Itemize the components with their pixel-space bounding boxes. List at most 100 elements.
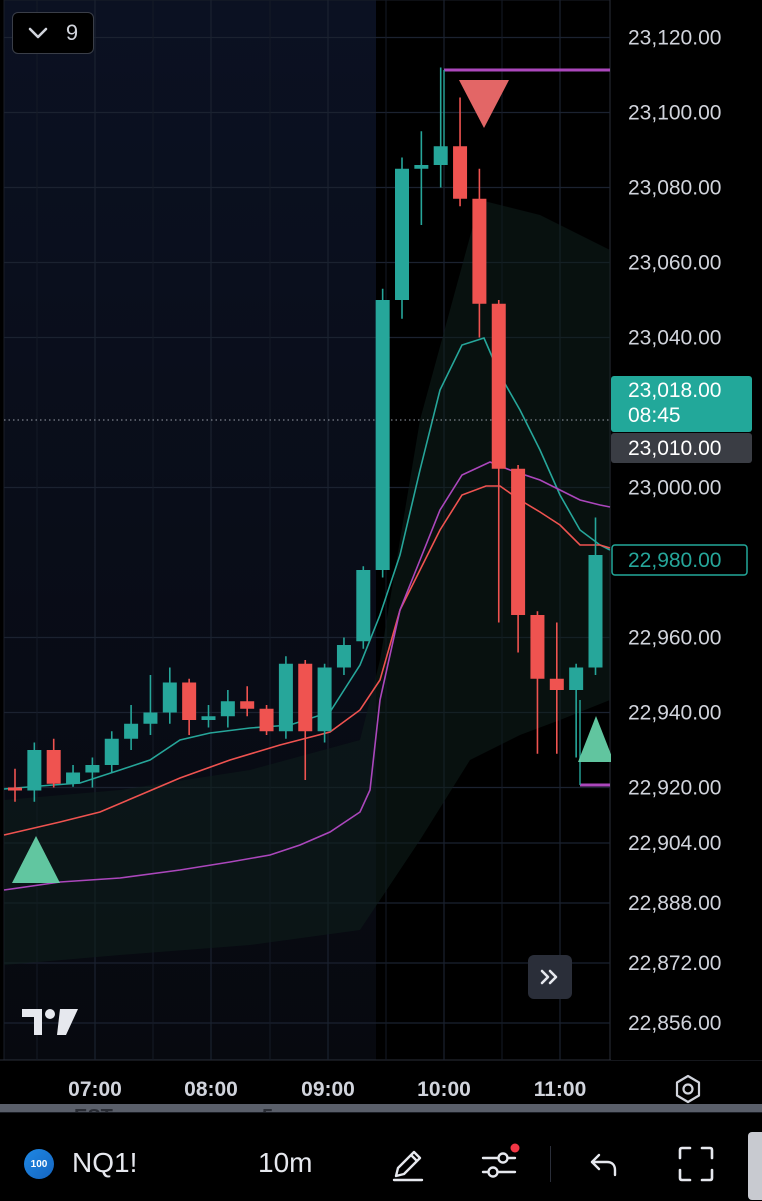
- buy-signal-triangle-icon: [578, 716, 614, 762]
- vwap-line: [3, 461, 611, 891]
- symbol-badge[interactable]: 100: [24, 1149, 54, 1179]
- ichimoku-cloud: [4, 200, 610, 965]
- candle-body: [66, 772, 81, 784]
- side-handle[interactable]: [748, 1132, 762, 1200]
- pen-icon: [392, 1150, 424, 1182]
- candle-body: [530, 615, 545, 679]
- candle[interactable]: [414, 131, 429, 225]
- toolbar-divider: [550, 1146, 551, 1182]
- candle[interactable]: [395, 157, 409, 319]
- drawing-tools-button[interactable]: [384, 1138, 432, 1190]
- candle[interactable]: [491, 300, 506, 623]
- price-axis-label: 22,856.00: [628, 1012, 721, 1035]
- candle[interactable]: [124, 705, 139, 750]
- candle[interactable]: [375, 288, 390, 578]
- candle-body: [27, 750, 42, 791]
- indicators-collapse-button[interactable]: 9: [12, 12, 94, 54]
- sell-signal-triangle-icon: [459, 80, 509, 128]
- time-axis-label: 07:00: [68, 1078, 122, 1101]
- indicators-settings-button[interactable]: [474, 1138, 524, 1190]
- candle-body: [491, 303, 506, 469]
- chart-bottom-bar: [0, 1104, 762, 1112]
- candle-body: [259, 708, 274, 732]
- price-axis-label: 22,872.00: [628, 952, 721, 975]
- candle[interactable]: [220, 690, 235, 728]
- candle-body: [240, 701, 255, 709]
- candle-body: [143, 712, 158, 724]
- fullscreen-icon: [678, 1146, 714, 1182]
- symbol-button[interactable]: NQ1!: [72, 1147, 138, 1178]
- candle[interactable]: [240, 686, 255, 717]
- candle[interactable]: [453, 97, 468, 207]
- candle-body: [124, 723, 139, 739]
- price-axis-label: 22,888.00: [628, 892, 721, 915]
- candle-body: [182, 682, 197, 720]
- candle[interactable]: [336, 637, 351, 676]
- candle[interactable]: [511, 465, 526, 653]
- double-chevron-right-icon: [540, 969, 558, 985]
- candle-body: [85, 765, 100, 773]
- time-axis-label: 08:00: [184, 1078, 238, 1101]
- price-axis-bg: [611, 0, 762, 1060]
- scroll-to-realtime-button[interactable]: [528, 955, 572, 999]
- indicator-price-text: 22,980.00: [628, 549, 721, 572]
- axis-settings-icon[interactable]: [672, 1073, 704, 1105]
- candle[interactable]: [182, 678, 197, 735]
- candle[interactable]: [259, 705, 274, 735]
- indicator-price-tag: [611, 544, 748, 576]
- price-axis-label: 23,040.00: [628, 327, 721, 350]
- interval-button[interactable]: 10m: [258, 1147, 313, 1178]
- candle-body: [298, 663, 313, 732]
- chart-canvas[interactable]: 23,120.00 23,100.00 23,080.00 23,060.00 23,0…: [0, 0, 762, 1112]
- candle[interactable]: [104, 731, 119, 773]
- candle[interactable]: [569, 663, 584, 758]
- candle-body: [511, 468, 526, 615]
- candle[interactable]: [46, 738, 61, 788]
- price-axis-label: 22,920.00: [628, 777, 721, 800]
- candle-body: [8, 787, 22, 791]
- candle[interactable]: [472, 168, 487, 338]
- price-axis-label: 22,960.00: [628, 627, 721, 650]
- candle[interactable]: [549, 622, 564, 754]
- price-axis-label: 23,100.00: [628, 102, 721, 125]
- candle[interactable]: [162, 667, 177, 724]
- candle-body: [46, 750, 61, 784]
- undo-icon: [590, 1153, 617, 1177]
- tradingview-logo-icon: [22, 1009, 78, 1035]
- fullscreen-button[interactable]: [672, 1140, 720, 1188]
- candle-body: [278, 663, 293, 732]
- candle[interactable]: [27, 742, 42, 802]
- candle[interactable]: [85, 757, 100, 788]
- candle[interactable]: [433, 67, 448, 188]
- candle-body: [433, 146, 448, 165]
- candle[interactable]: [66, 765, 81, 787]
- candle-body: [317, 667, 332, 732]
- candle[interactable]: [278, 656, 293, 739]
- candle[interactable]: [588, 517, 603, 676]
- candle-body: [549, 678, 564, 690]
- candle[interactable]: [8, 768, 22, 802]
- candle[interactable]: [530, 611, 545, 754]
- undo-button[interactable]: [582, 1140, 626, 1188]
- notification-dot-icon: [510, 1143, 520, 1153]
- candle-body: [162, 682, 177, 713]
- time-axis-label: 11:00: [534, 1078, 587, 1101]
- candle-body: [375, 300, 390, 570]
- crosshair-price-tag: [611, 433, 752, 463]
- candle[interactable]: [201, 705, 216, 728]
- candle-body: [356, 570, 371, 642]
- candle-body: [220, 701, 235, 717]
- candle-body: [414, 165, 429, 169]
- crosshair-price-text: 23,010.00: [628, 437, 721, 460]
- chevron-down-icon: [28, 27, 48, 39]
- candle[interactable]: [143, 675, 158, 735]
- ema-fast-line: [3, 337, 611, 790]
- price-axis-label: 23,080.00: [628, 177, 721, 200]
- chart-frame[interactable]: 23,120.00 23,100.00 23,080.00 23,060.00 23,0…: [0, 0, 762, 1112]
- candle[interactable]: [298, 660, 313, 780]
- candle[interactable]: [317, 663, 332, 743]
- candle[interactable]: [356, 566, 371, 649]
- candle-body: [395, 168, 409, 300]
- price-axis-label: 23,000.00: [628, 477, 721, 500]
- symbol-badge-text: 100: [30, 1158, 48, 1170]
